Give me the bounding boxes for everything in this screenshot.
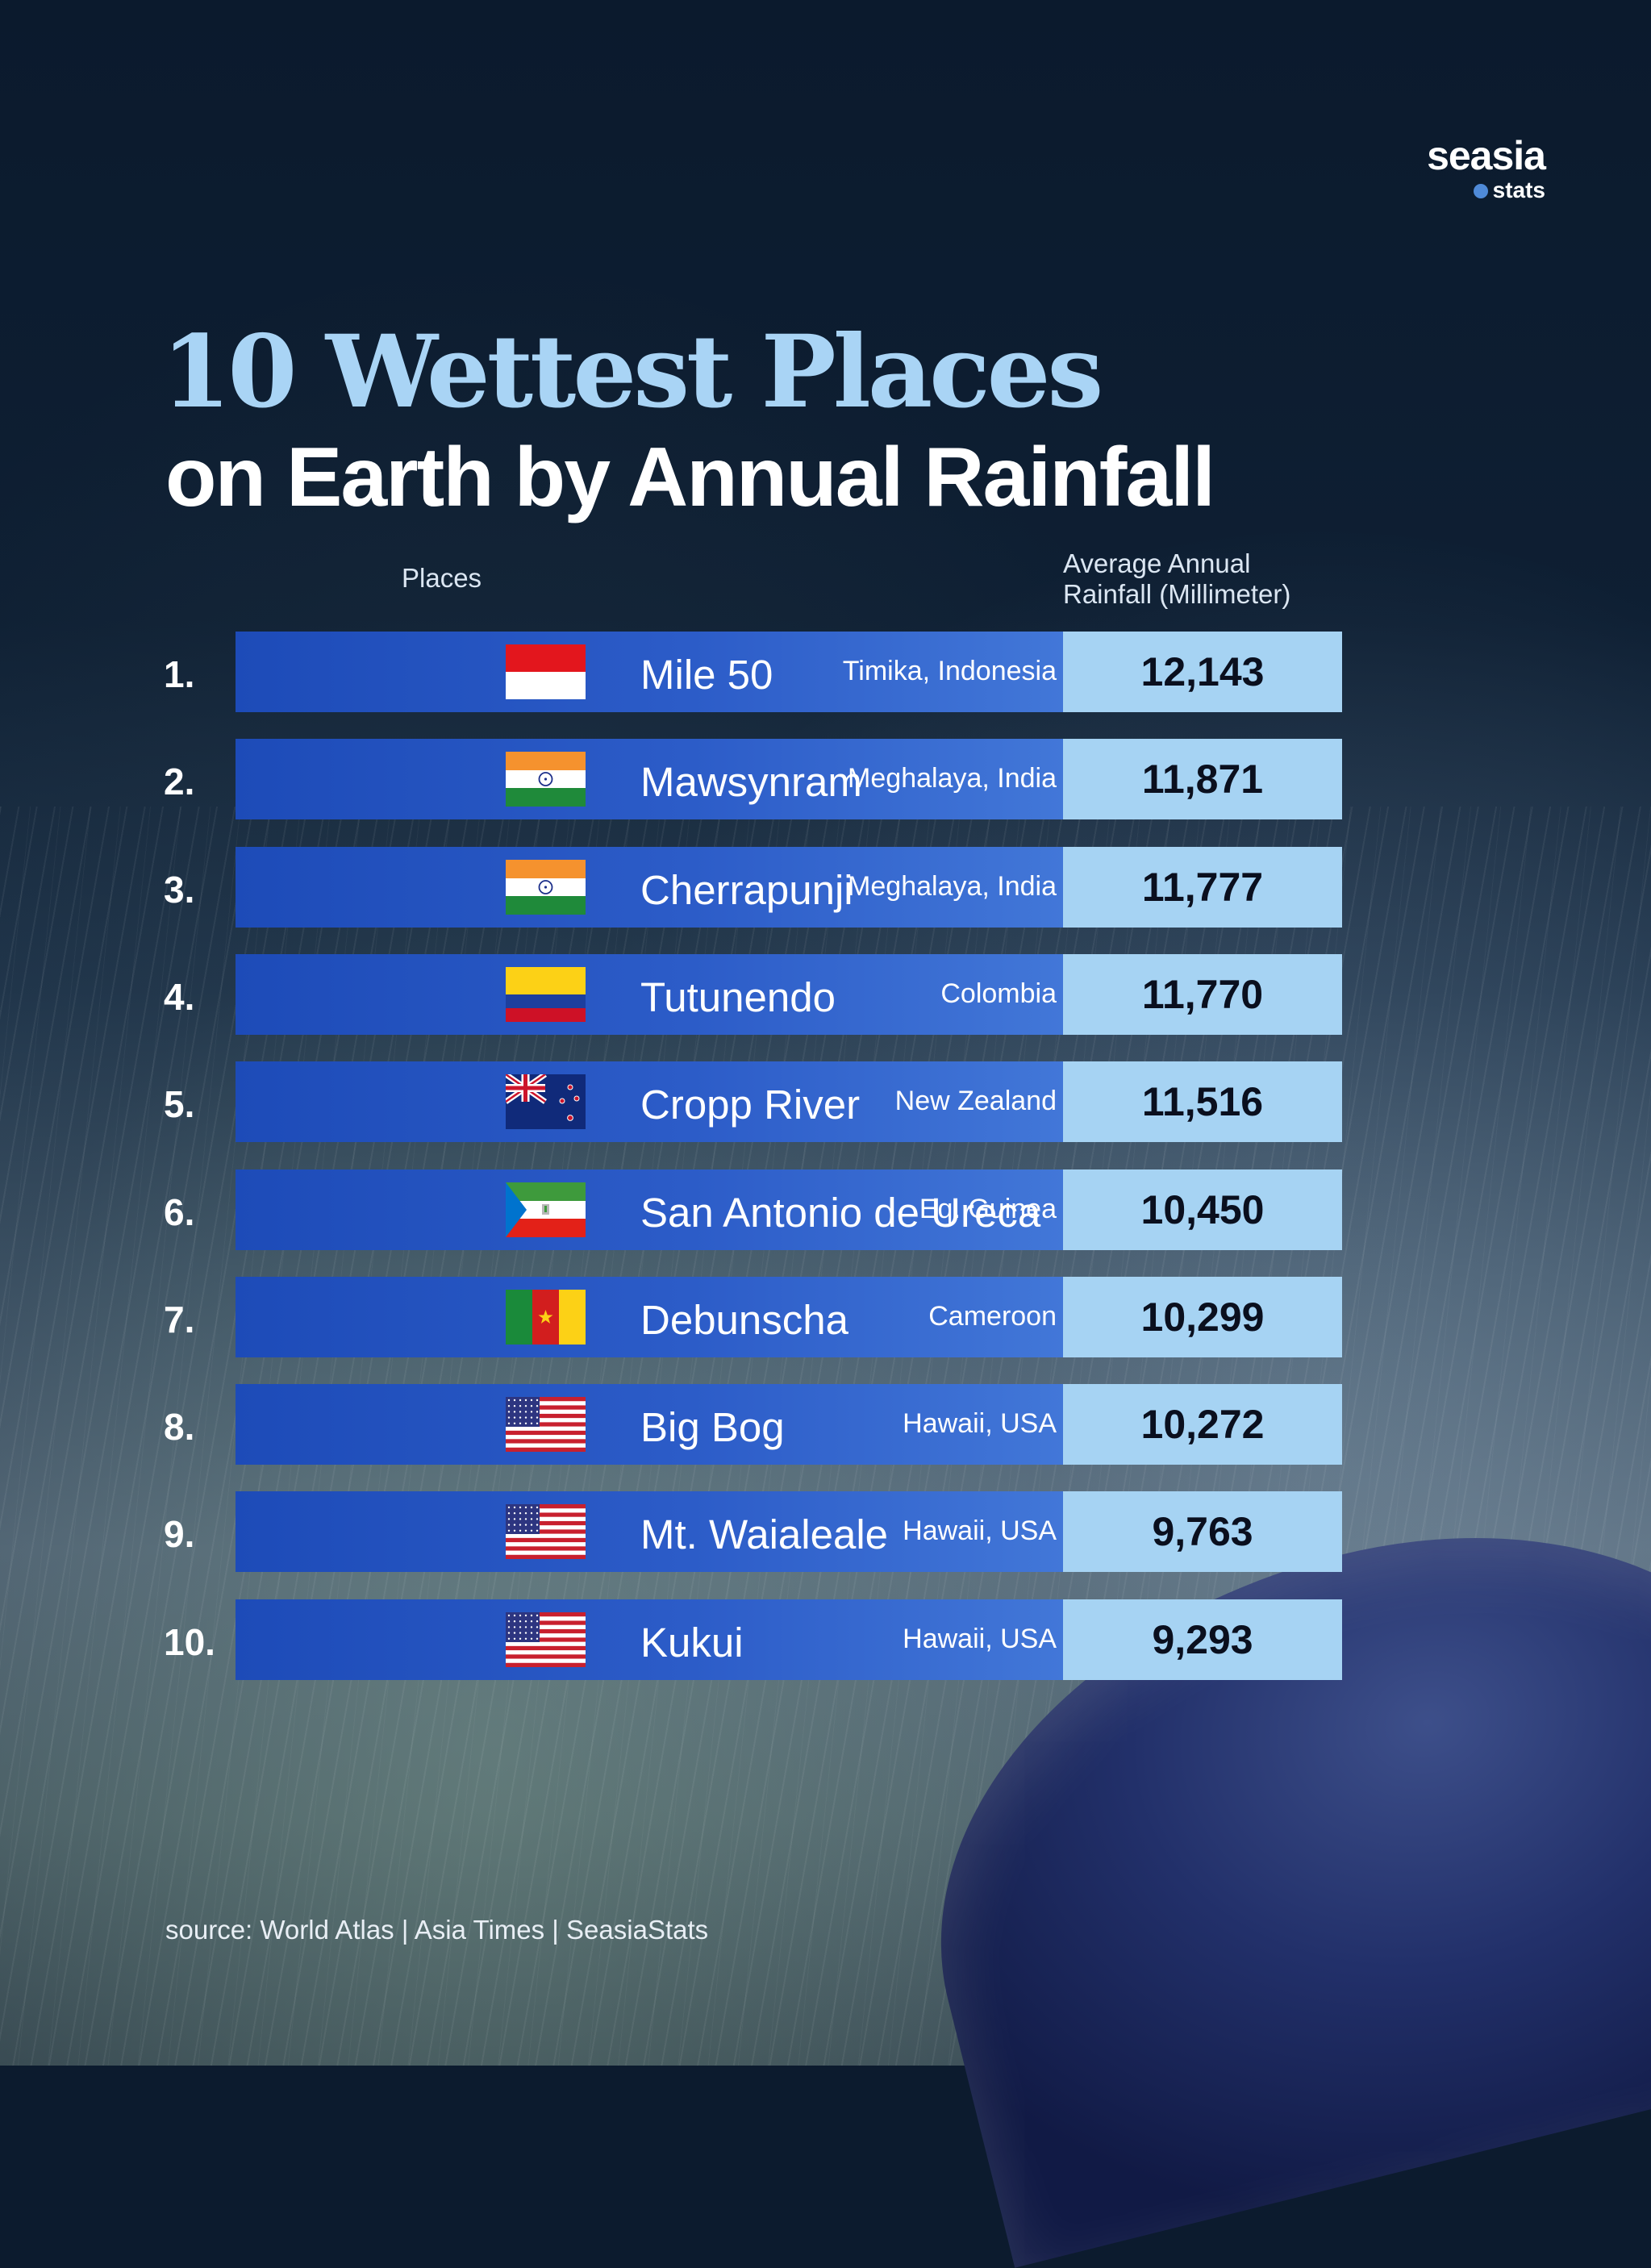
rainfall-value: 12,143: [1063, 632, 1342, 712]
rainfall-value: 11,871: [1063, 739, 1342, 819]
table-row: 3. Cherrapunji Meghalaya, India 11,777: [0, 847, 1651, 928]
rainfall-value: 11,770: [1063, 954, 1342, 1035]
place-bar: Mawsynram: [236, 739, 1063, 819]
usa-flag-icon: [506, 1612, 586, 1667]
usa-flag-icon: [506, 1397, 586, 1452]
place-location: Hawaii, USA: [903, 1515, 1057, 1546]
place-bar: Debunscha: [236, 1277, 1063, 1357]
place-name: Cropp River: [640, 1082, 861, 1128]
rank-label: 4.: [164, 976, 195, 1018]
table-row: 1. Mile 50 Timika, Indonesia 12,143: [0, 632, 1651, 712]
india-flag-icon: [506, 752, 586, 807]
place-name: Mt. Waialeale: [640, 1511, 889, 1557]
place-location: Eq. Guinea: [919, 1194, 1057, 1224]
place-name: Tutunendo: [640, 974, 836, 1020]
rainfall-value: 9,763: [1063, 1491, 1342, 1572]
place-location: Colombia: [940, 978, 1057, 1009]
table-row: 6. San Antonio de Ureca Eq. Guinea 10,450: [0, 1169, 1651, 1250]
header-places: Places: [402, 563, 482, 593]
place-bar: Big Bog: [236, 1384, 1063, 1465]
table-row: 8. Big Bog Hawaii, USA 10,272: [0, 1384, 1651, 1465]
rainfall-value: 10,299: [1063, 1277, 1342, 1357]
rank-label: 9.: [164, 1513, 195, 1555]
rainfall-value: 10,272: [1063, 1384, 1342, 1465]
usa-flag-icon: [506, 1504, 586, 1559]
place-bar: Kukui: [236, 1599, 1063, 1680]
place-location: Meghalaya, India: [848, 871, 1057, 902]
place-name: Big Bog: [640, 1404, 785, 1450]
rank-label: 10.: [164, 1621, 215, 1663]
seasia-stats-logo: seasia stats: [1427, 133, 1546, 202]
equatorial-guinea-flag-icon: [506, 1182, 586, 1237]
place-location: Meghalaya, India: [848, 763, 1057, 794]
place-bar: Cherrapunji: [236, 847, 1063, 928]
place-name: Mile 50: [640, 652, 773, 698]
rainfall-value: 11,516: [1063, 1061, 1342, 1142]
rainfall-value: 11,777: [1063, 847, 1342, 928]
place-name: Mawsynram: [640, 759, 862, 805]
logo-line2-text: stats: [1492, 177, 1545, 202]
globe-icon: [1473, 184, 1488, 198]
place-bar: Mt. Waialeale: [236, 1491, 1063, 1572]
rank-label: 7.: [164, 1299, 195, 1340]
place-location: Hawaii, USA: [903, 1408, 1057, 1439]
rank-label: 1.: [164, 653, 195, 695]
rainfall-value: 10,450: [1063, 1169, 1342, 1250]
table-row: 10. Kukui Hawaii, USA 9,293: [0, 1599, 1651, 1680]
table-row: 5. Cropp River New Zealand 11,516: [0, 1061, 1651, 1142]
place-location: Timika, Indonesia: [842, 656, 1057, 686]
table-row: 2. Mawsynram Meghalaya, India 11,871: [0, 739, 1651, 819]
table-row: 7. Debunscha Cameroon 10,299: [0, 1277, 1651, 1357]
table-row: 9. Mt. Waialeale Hawaii, USA 9,763: [0, 1491, 1651, 1572]
rainfall-value: 9,293: [1063, 1599, 1342, 1680]
rank-label: 3.: [164, 869, 195, 911]
place-name: San Antonio de Ureca: [640, 1190, 1041, 1236]
place-name: Kukui: [640, 1620, 744, 1666]
cameroon-flag-icon: [506, 1290, 586, 1345]
title-line2: on Earth by Annual Rainfall: [165, 431, 1215, 524]
rank-label: 8.: [164, 1406, 195, 1448]
place-name: Debunscha: [640, 1297, 849, 1343]
place-bar: San Antonio de Ureca: [236, 1169, 1063, 1250]
place-bar: Mile 50: [236, 632, 1063, 712]
table-row: 4. Tutunendo Colombia 11,770: [0, 954, 1651, 1035]
place-location: New Zealand: [894, 1086, 1057, 1116]
place-name: Cherrapunji: [640, 867, 853, 913]
place-location: Hawaii, USA: [903, 1624, 1057, 1654]
place-location: Cameroon: [928, 1301, 1057, 1332]
header-average-rainfall: Average Annual Rainfall (Millimeter): [1063, 548, 1290, 610]
new-zealand-flag-icon: [506, 1074, 586, 1129]
header-avg-line2: Rainfall (Millimeter): [1063, 578, 1291, 609]
rank-label: 2.: [164, 761, 195, 803]
india-flag-icon: [506, 860, 586, 915]
source-note: source: World Atlas | Asia Times | Seasi…: [165, 1915, 709, 1945]
logo-line1: seasia: [1427, 133, 1546, 178]
colombia-flag-icon: [506, 967, 586, 1022]
title-line1: 10 Wettest Places: [161, 314, 1103, 431]
logo-line2: stats: [1427, 179, 1545, 202]
indonesia-flag-icon: [506, 644, 586, 699]
header-avg-line1: Average Annual: [1063, 548, 1251, 578]
rank-label: 5.: [164, 1083, 195, 1125]
rank-label: 6.: [164, 1191, 195, 1233]
place-bar: Cropp River: [236, 1061, 1063, 1142]
place-bar: Tutunendo: [236, 954, 1063, 1035]
